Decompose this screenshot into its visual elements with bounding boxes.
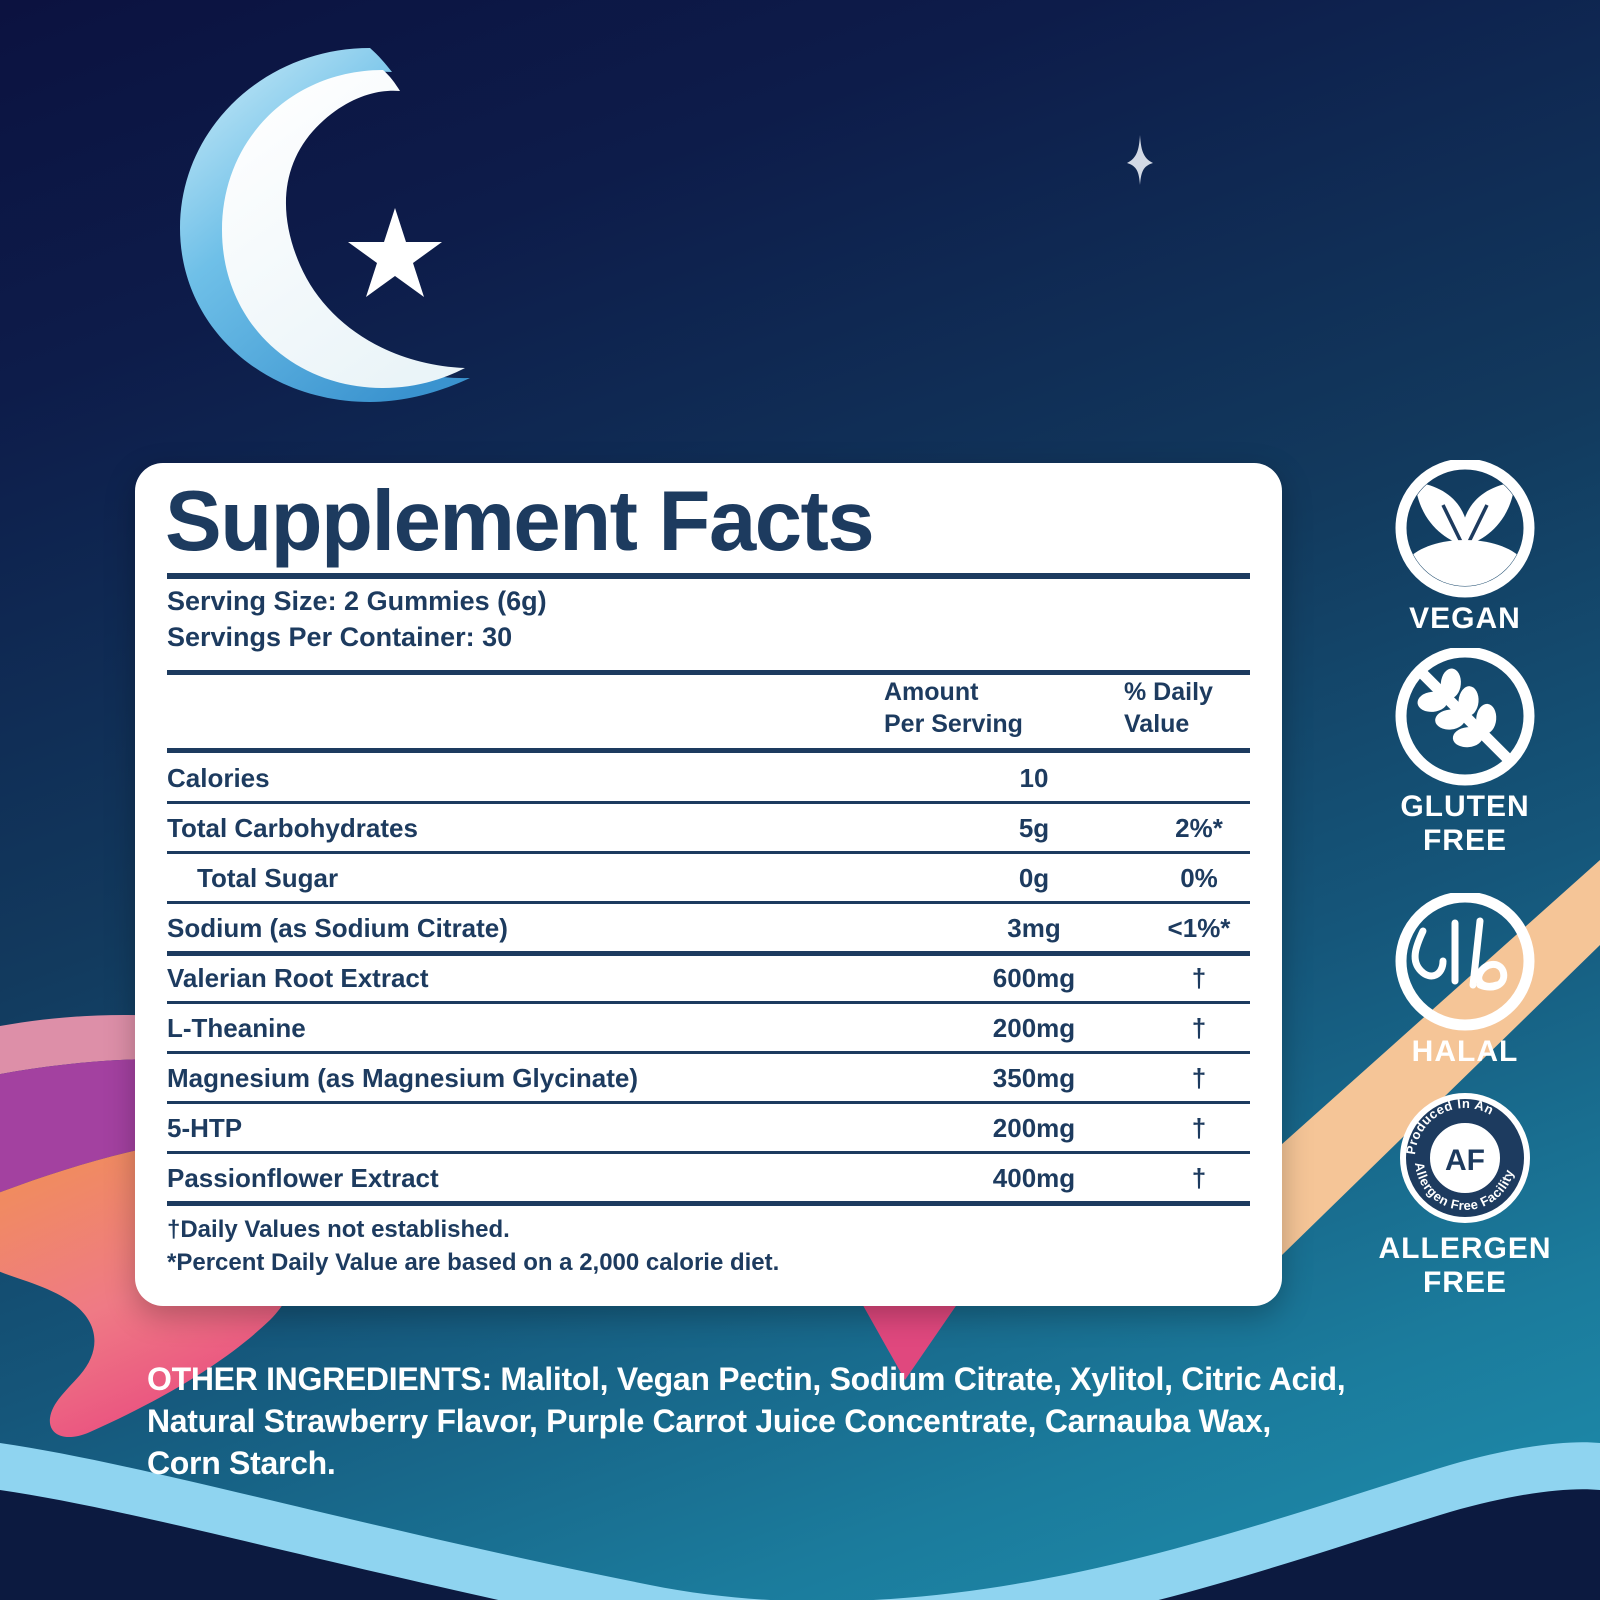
svg-text:AF: AF (1445, 1144, 1485, 1177)
